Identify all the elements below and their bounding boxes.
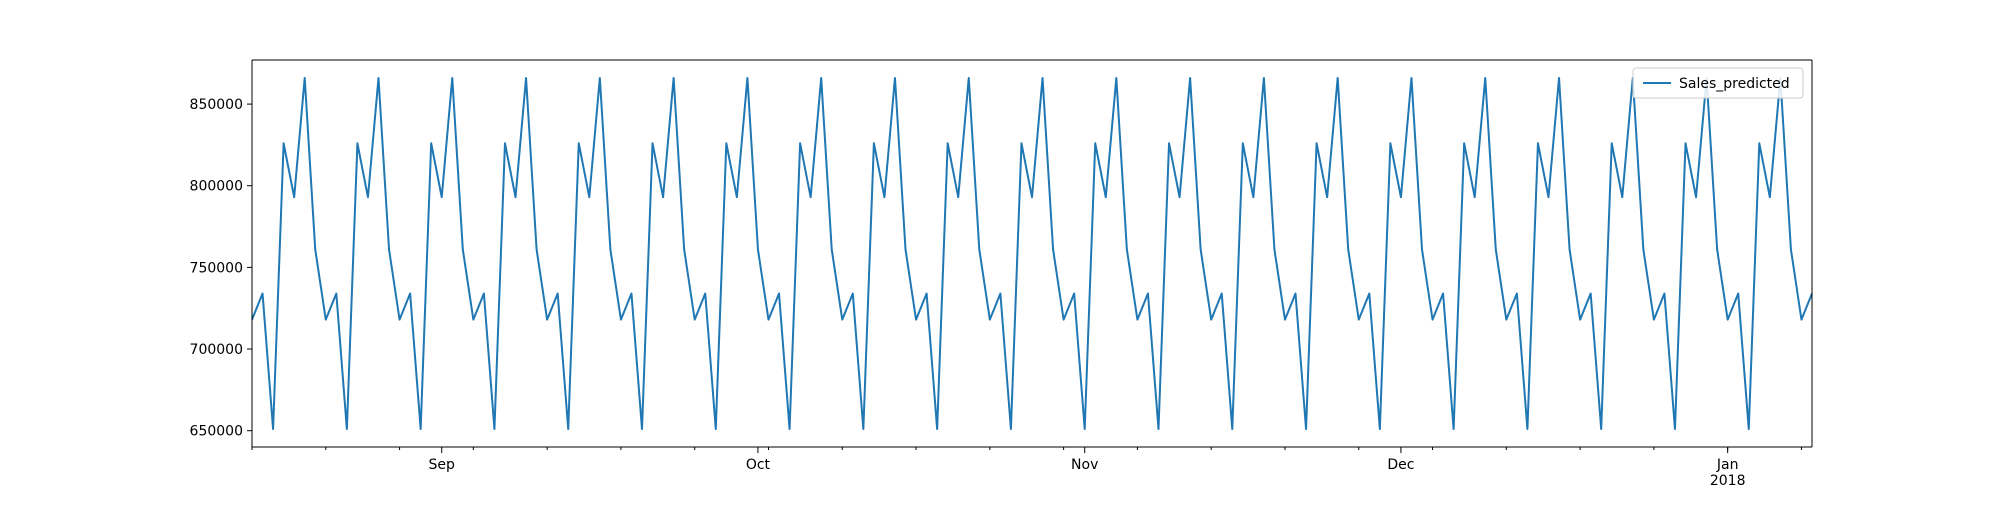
x-tick-label: Jan (1716, 457, 1739, 473)
y-tick-label: 750000 (190, 260, 243, 276)
series-line-sales-predicted (251, 76, 1813, 431)
x-tick-label: Dec (1387, 457, 1414, 473)
y-tick-label: 700000 (190, 342, 243, 358)
y-tick-label: 800000 (190, 179, 243, 195)
series-layer (251, 76, 1813, 431)
x-tick-label: Oct (746, 457, 771, 473)
y-tick-label: 650000 (190, 424, 243, 440)
plot-area (252, 60, 1812, 447)
axes: 650000 700000 750000 800000 850000 Sep Oct Nov D… (190, 59, 1813, 489)
legend: Sales_predicted (1632, 67, 1804, 99)
legend-label-sales-predicted: Sales_predicted (1679, 76, 1790, 92)
x-tick-label: Sep (429, 457, 456, 473)
plot-background (252, 60, 1812, 447)
legend-box (1632, 67, 1804, 99)
x-tick-year-label: 2018 (1710, 473, 1746, 489)
y-tick-label: 850000 (190, 97, 243, 113)
x-tick-label: Nov (1071, 457, 1098, 473)
